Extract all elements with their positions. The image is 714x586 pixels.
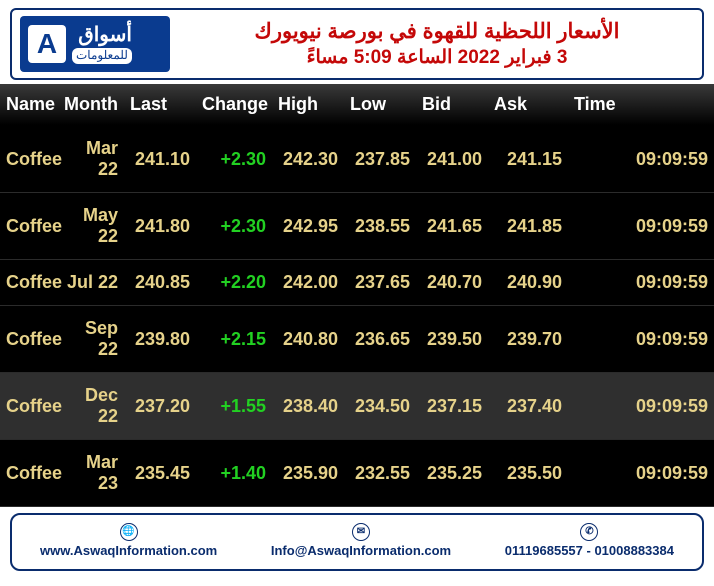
cell-name: Coffee (0, 440, 58, 507)
cell-bid: 240.70 (416, 260, 488, 306)
cell-high: 242.00 (272, 260, 344, 306)
cell-month: Mar 22 (58, 126, 124, 193)
cell-ask: 241.85 (488, 193, 568, 260)
cell-bid: 241.65 (416, 193, 488, 260)
mail-icon: ✉ (352, 523, 370, 541)
th-last: Last (124, 84, 196, 126)
cell-bid: 239.50 (416, 306, 488, 373)
cell-bid: 237.15 (416, 373, 488, 440)
cell-ask: 235.50 (488, 440, 568, 507)
table-row: CoffeeMay 22241.80+2.30242.95238.55241.6… (0, 193, 714, 260)
cell-month: Mar 23 (58, 440, 124, 507)
cell-name: Coffee (0, 306, 58, 373)
cell-ask: 240.90 (488, 260, 568, 306)
cell-change: +2.15 (196, 306, 272, 373)
cell-time: 09:09:59 (568, 193, 714, 260)
logo: A أسواق للمعلومات (20, 16, 170, 72)
cell-low: 237.85 (344, 126, 416, 193)
logo-top: أسواق (72, 24, 132, 46)
cell-month: Jul 22 (58, 260, 124, 306)
table-body: CoffeeMar 22241.10+2.30242.30237.85241.0… (0, 126, 714, 507)
cell-high: 242.95 (272, 193, 344, 260)
title-block: الأسعار اللحظية للقهوة في بورصة نيويورك … (180, 19, 694, 69)
globe-icon: 🌐 (120, 523, 138, 541)
footer-email[interactable]: ✉ Info@AswaqInformation.com (271, 523, 451, 558)
cell-high: 242.30 (272, 126, 344, 193)
table-head: Name Month Last Change High Low Bid Ask … (0, 84, 714, 126)
cell-last: 235.45 (124, 440, 196, 507)
cell-ask: 241.15 (488, 126, 568, 193)
cell-low: 234.50 (344, 373, 416, 440)
cell-low: 236.65 (344, 306, 416, 373)
cell-time: 09:09:59 (568, 126, 714, 193)
th-name: Name (0, 84, 58, 126)
price-table: Name Month Last Change High Low Bid Ask … (0, 84, 714, 507)
th-change: Change (196, 84, 272, 126)
cell-bid: 241.00 (416, 126, 488, 193)
phone-icon: ✆ (580, 523, 598, 541)
cell-month: Sep 22 (58, 306, 124, 373)
table-row: CoffeeDec 22237.20+1.55238.40234.50237.1… (0, 373, 714, 440)
cell-month: May 22 (58, 193, 124, 260)
cell-name: Coffee (0, 373, 58, 440)
cell-last: 240.85 (124, 260, 196, 306)
cell-last: 241.10 (124, 126, 196, 193)
th-high: High (272, 84, 344, 126)
cell-bid: 235.25 (416, 440, 488, 507)
th-month: Month (58, 84, 124, 126)
table-row: CoffeeMar 22241.10+2.30242.30237.85241.0… (0, 126, 714, 193)
cell-change: +2.30 (196, 126, 272, 193)
logo-bottom: للمعلومات (72, 48, 132, 63)
cell-time: 09:09:59 (568, 440, 714, 507)
cell-ask: 237.40 (488, 373, 568, 440)
cell-high: 238.40 (272, 373, 344, 440)
footer-website-text: www.AswaqInformation.com (40, 543, 217, 558)
title-line1: الأسعار اللحظية للقهوة في بورصة نيويورك (180, 19, 694, 44)
header-bar: A أسواق للمعلومات الأسعار اللحظية للقهوة… (10, 8, 704, 80)
table-row: CoffeeSep 22239.80+2.15240.80236.65239.5… (0, 306, 714, 373)
th-low: Low (344, 84, 416, 126)
footer-website[interactable]: 🌐 www.AswaqInformation.com (40, 523, 217, 558)
cell-last: 241.80 (124, 193, 196, 260)
cell-high: 240.80 (272, 306, 344, 373)
footer-email-text: Info@AswaqInformation.com (271, 543, 451, 558)
cell-name: Coffee (0, 193, 58, 260)
cell-change: +2.30 (196, 193, 272, 260)
cell-change: +1.55 (196, 373, 272, 440)
footer-phone-text: 01119685557 - 01008883384 (505, 543, 674, 558)
title-line2: 3 فبراير 2022 الساعة 5:09 مساءً (180, 46, 694, 69)
cell-low: 237.65 (344, 260, 416, 306)
cell-last: 239.80 (124, 306, 196, 373)
table-row: CoffeeJul 22240.85+2.20242.00237.65240.7… (0, 260, 714, 306)
th-ask: Ask (488, 84, 568, 126)
cell-ask: 239.70 (488, 306, 568, 373)
table-row: CoffeeMar 23235.45+1.40235.90232.55235.2… (0, 440, 714, 507)
cell-time: 09:09:59 (568, 306, 714, 373)
cell-high: 235.90 (272, 440, 344, 507)
cell-name: Coffee (0, 260, 58, 306)
footer-phone[interactable]: ✆ 01119685557 - 01008883384 (505, 523, 674, 558)
cell-month: Dec 22 (58, 373, 124, 440)
cell-time: 09:09:59 (568, 260, 714, 306)
cell-name: Coffee (0, 126, 58, 193)
footer-bar: 🌐 www.AswaqInformation.com ✉ Info@AswaqI… (10, 513, 704, 571)
logo-letter: A (28, 25, 66, 63)
cell-change: +1.40 (196, 440, 272, 507)
cell-low: 232.55 (344, 440, 416, 507)
logo-text: أسواق للمعلومات (72, 24, 132, 63)
th-time: Time (568, 84, 714, 126)
cell-last: 237.20 (124, 373, 196, 440)
cell-low: 238.55 (344, 193, 416, 260)
th-bid: Bid (416, 84, 488, 126)
cell-time: 09:09:59 (568, 373, 714, 440)
cell-change: +2.20 (196, 260, 272, 306)
